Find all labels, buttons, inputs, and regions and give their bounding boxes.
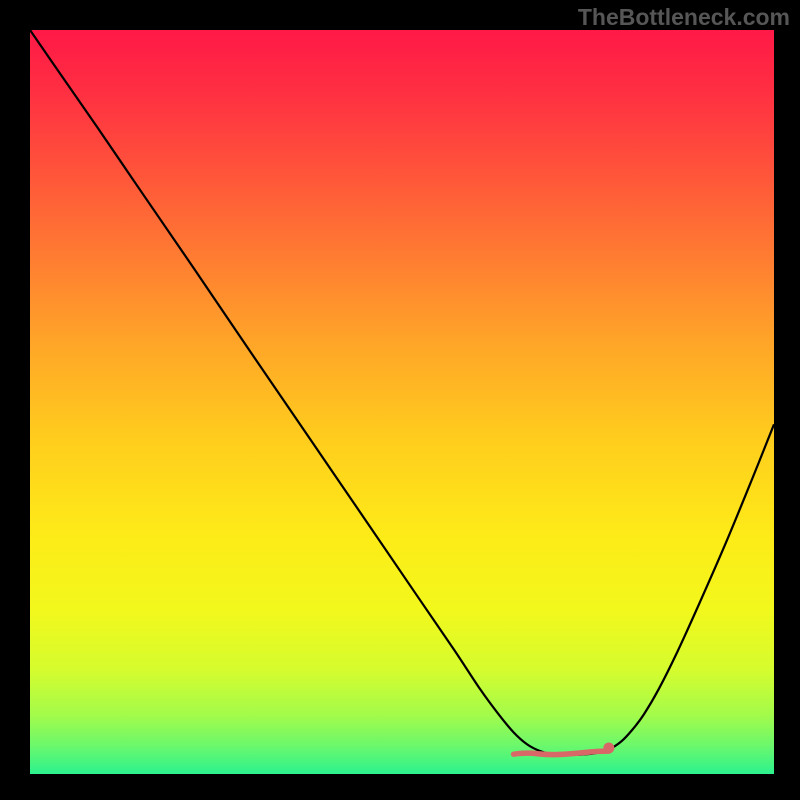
optimal-range-marker bbox=[514, 751, 609, 754]
bottleneck-curve bbox=[30, 30, 774, 774]
chart-container: TheBottleneck.com bbox=[0, 0, 800, 800]
watermark-text: TheBottleneck.com bbox=[578, 4, 790, 31]
plot-area bbox=[30, 30, 774, 774]
curve-path bbox=[30, 30, 774, 755]
optimal-point-marker bbox=[603, 742, 614, 753]
